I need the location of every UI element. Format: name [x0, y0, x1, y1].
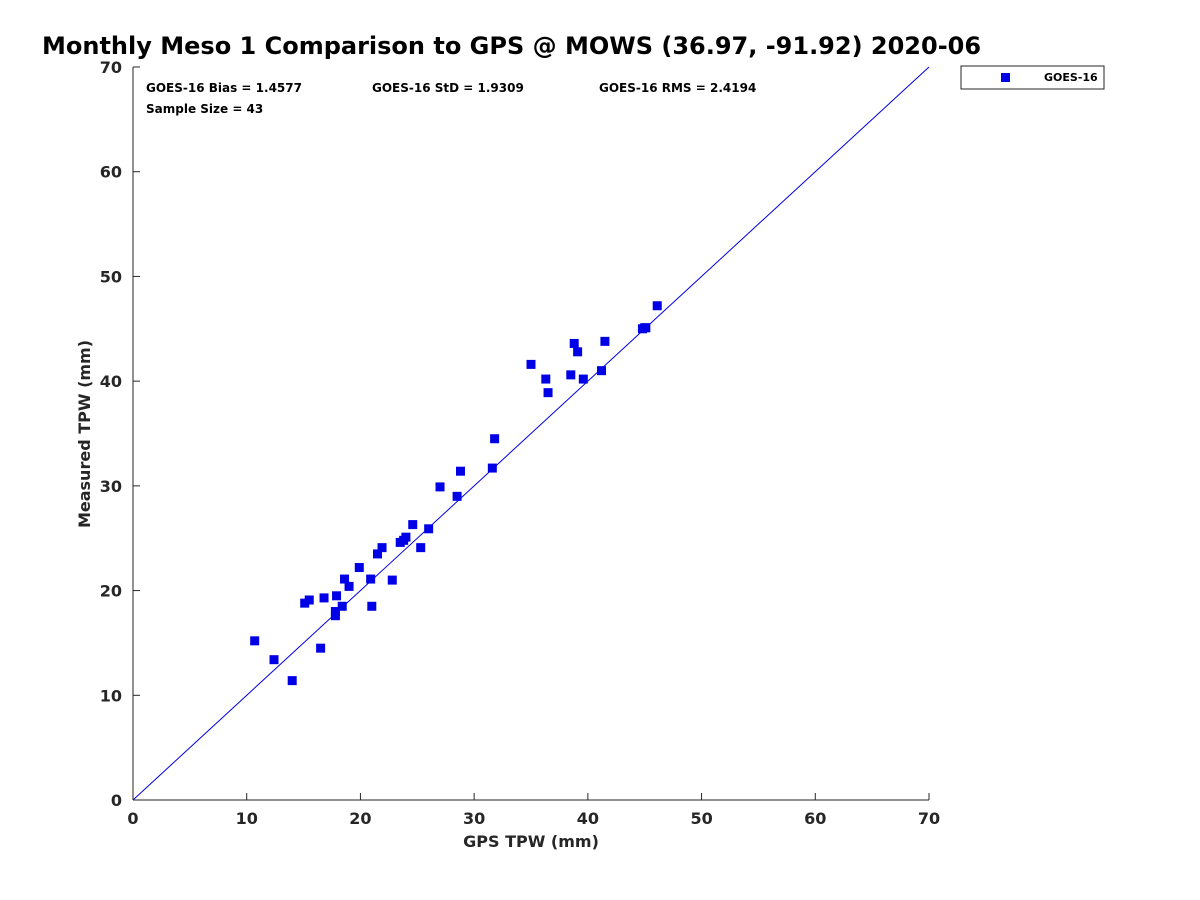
scatter-point [319, 593, 329, 603]
y-ticks: 0 10 20 30 40 50 60 70 [100, 58, 140, 810]
scatter-point [287, 676, 297, 686]
scatter-point [316, 643, 326, 653]
y-axis-label: Measured TPW (mm) [75, 340, 94, 528]
scatter-point [300, 598, 310, 608]
y-tick-label: 70 [100, 58, 122, 77]
y-tick-label: 30 [100, 477, 122, 496]
x-tick-label: 70 [918, 809, 940, 828]
scatter-point [387, 575, 397, 585]
scatter-point [408, 520, 418, 530]
scatter-point [416, 543, 426, 553]
x-axis-label: GPS TPW (mm) [463, 832, 599, 851]
scatter-points [250, 301, 662, 686]
scatter-point [641, 323, 651, 333]
scatter-point [269, 655, 279, 665]
legend: GOES-16 [960, 65, 1105, 90]
plot-area: 0 10 20 30 40 50 60 70 0 10 20 30 40 50 60 70 [100, 58, 940, 828]
scatter-point [401, 532, 411, 542]
scatter-point [330, 607, 340, 617]
y-tick-label: 20 [100, 582, 122, 601]
scatter-point [652, 301, 662, 311]
scatter-point [367, 601, 377, 611]
y-tick-label: 0 [111, 791, 122, 810]
x-tick-label: 60 [804, 809, 826, 828]
stat-bias: GOES-16 Bias = 1.4577 [146, 81, 302, 95]
legend-label: GOES-16 [1044, 71, 1098, 84]
scatter-point [344, 581, 354, 591]
x-tick-label: 20 [349, 809, 371, 828]
scatter-point [377, 543, 387, 553]
x-tick-label: 10 [236, 809, 258, 828]
legend-marker-square [1001, 73, 1010, 82]
x-tick-label: 40 [577, 809, 599, 828]
scatter-point [573, 347, 583, 357]
scatter-point [366, 574, 376, 584]
scatter-point [600, 336, 610, 346]
scatter-point [487, 463, 497, 473]
reference-line-group [132, 66, 930, 801]
scatter-point [332, 591, 342, 601]
scatter-point [452, 491, 462, 501]
scatter-point [455, 466, 465, 476]
scatter-point [526, 359, 536, 369]
scatter-point [597, 366, 607, 376]
scatter-point [354, 563, 364, 573]
scatter-point [569, 338, 579, 348]
scatter-point [541, 374, 551, 384]
y-tick-label: 40 [100, 372, 122, 391]
scatter-point [337, 601, 347, 611]
y-tick-label: 50 [100, 267, 122, 286]
legend-box [960, 65, 1105, 90]
scatter-point [566, 370, 576, 380]
stat-rms: GOES-16 RMS = 2.4194 [599, 81, 756, 95]
x-tick-label: 50 [690, 809, 712, 828]
stat-sample-size: Sample Size = 43 [146, 102, 263, 116]
one-to-one-line [132, 66, 930, 801]
y-tick-label: 10 [100, 686, 122, 705]
scatter-point [490, 434, 500, 444]
scatter-point [304, 595, 314, 605]
x-tick-label: 30 [463, 809, 485, 828]
y-tick-label: 60 [100, 163, 122, 182]
scatter-point [340, 574, 350, 584]
scatter-point [372, 549, 382, 559]
scatter-point [424, 524, 434, 534]
chart-title: Monthly Meso 1 Comparison to GPS @ MOWS … [42, 32, 981, 60]
scatter-point [250, 636, 260, 646]
scatter-point [578, 374, 588, 384]
x-ticks: 0 10 20 30 40 50 60 70 [127, 793, 940, 828]
scatter-point [435, 482, 445, 492]
stat-std: GOES-16 StD = 1.9309 [372, 81, 524, 95]
x-tick-label: 0 [127, 809, 138, 828]
scatter-point [543, 388, 553, 398]
